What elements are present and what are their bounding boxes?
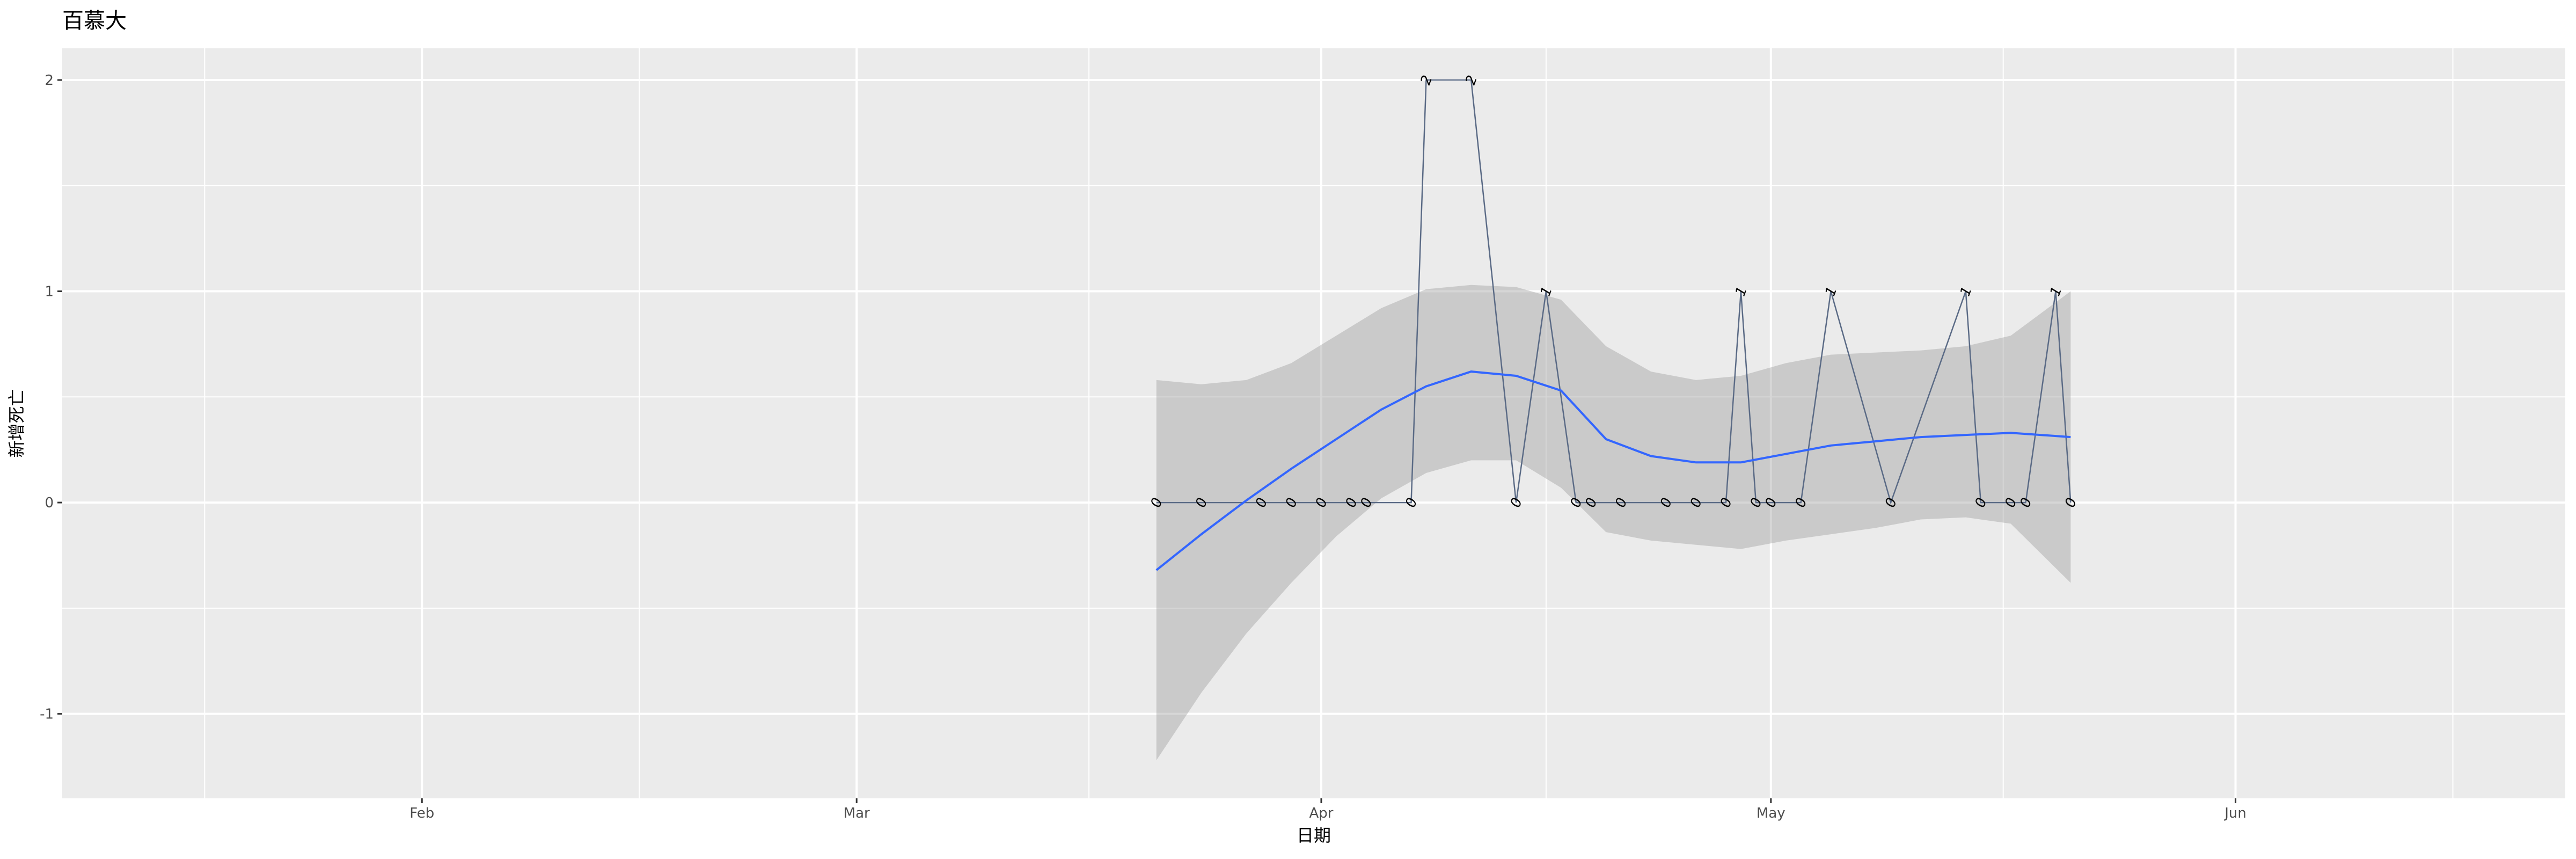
chart-title: 百慕大 xyxy=(62,9,127,33)
daily-deaths-line xyxy=(1156,79,2072,505)
y-tick-label: 2 xyxy=(45,72,54,89)
x-tick-label: Feb xyxy=(409,805,434,821)
smooth-trend-line xyxy=(1155,370,2071,571)
y-tick-label: 0 xyxy=(45,495,54,511)
grid-lines xyxy=(62,48,2565,798)
x-tick-label: Apr xyxy=(1309,805,1333,821)
plot-panel xyxy=(62,48,2565,798)
x-tick-label: Mar xyxy=(844,805,870,821)
x-tick-label: Jun xyxy=(2223,805,2246,821)
smooth-line xyxy=(1155,370,2071,571)
data-line xyxy=(1156,79,2072,505)
confidence-band-area xyxy=(1156,285,2071,761)
x-axis-title: 日期 xyxy=(1297,825,1331,846)
x-tick-label: May xyxy=(1757,805,1785,821)
confidence-band xyxy=(1156,285,2071,761)
y-axis-title: 新增死亡 xyxy=(6,389,27,457)
y-tick-label: -1 xyxy=(40,707,54,723)
y-tick-label: 1 xyxy=(45,284,54,300)
axes: Feb Mar Apr May Jun -1 0 1 2 xyxy=(40,72,2246,821)
